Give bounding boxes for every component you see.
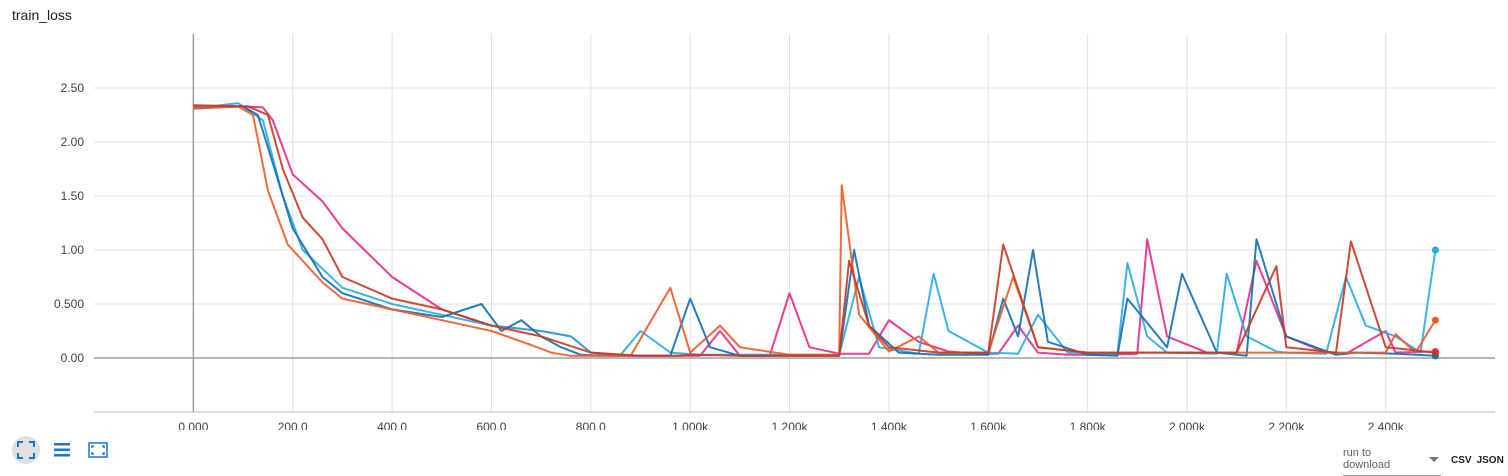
y-tick-label: 2.50 (61, 81, 85, 95)
json-download-link[interactable]: JSON (1476, 455, 1504, 466)
x-tick-label: 800.0 (576, 420, 606, 430)
run-select-label: run to download (1343, 447, 1391, 471)
chart-grid (94, 34, 1495, 412)
x-tick-label: 2.200k (1268, 420, 1305, 430)
x-tick-label: 1.600k (970, 420, 1007, 430)
series-last-point-2[interactable] (1431, 246, 1439, 254)
toggle-legend-button[interactable] (48, 436, 76, 464)
chart-series-group[interactable] (193, 102, 1439, 360)
x-tick-label: 2.400k (1368, 420, 1405, 430)
y-tick-label: 1.00 (61, 243, 85, 257)
csv-download-link[interactable]: CSV (1451, 455, 1472, 466)
chevron-down-icon (1429, 456, 1439, 462)
expand-icon (88, 442, 108, 458)
x-tick-label: 0.000 (178, 420, 208, 430)
chart-title: train_loss (12, 7, 72, 23)
y-tick-label: 2.00 (61, 135, 85, 149)
chart-axes (94, 34, 1495, 413)
x-tick-label: 1.000k (672, 420, 709, 430)
chart-toolbar (12, 436, 112, 464)
run-download-select[interactable]: run to download (1343, 445, 1441, 476)
expand-chart-button[interactable] (84, 436, 112, 464)
series-line-3[interactable] (193, 105, 1436, 357)
fit-domain-button[interactable] (12, 436, 40, 464)
series-line-5[interactable] (193, 104, 1436, 357)
x-tick-label: 2.000k (1169, 420, 1206, 430)
x-tick-label: 400.0 (377, 420, 407, 430)
y-tick-label: 0.500 (54, 297, 84, 311)
x-tick-label: 1.200k (772, 420, 809, 430)
download-controls: run to download CSV JSON (1343, 445, 1504, 476)
x-tick-label: 200.0 (278, 420, 308, 430)
x-tick-label: 1.400k (871, 420, 908, 430)
y-tick-label: 1.50 (61, 189, 85, 203)
train-loss-chart[interactable]: 0.000 200.0 400.0 600.0 800.0 1.000k 1.200k 1.4… (0, 0, 1508, 430)
x-tick-label: 600.0 (476, 420, 506, 430)
series-last-point-5[interactable] (1431, 349, 1439, 357)
chart-tick-labels: 0.000 200.0 400.0 600.0 800.0 1.000k 1.200k 1.4… (54, 81, 1405, 430)
series-last-point-4[interactable] (1431, 316, 1439, 324)
x-tick-label: 1.800k (1070, 420, 1107, 430)
list-icon (54, 443, 70, 457)
fit-domain-icon (17, 441, 35, 459)
y-tick-label: 0.00 (61, 351, 85, 365)
